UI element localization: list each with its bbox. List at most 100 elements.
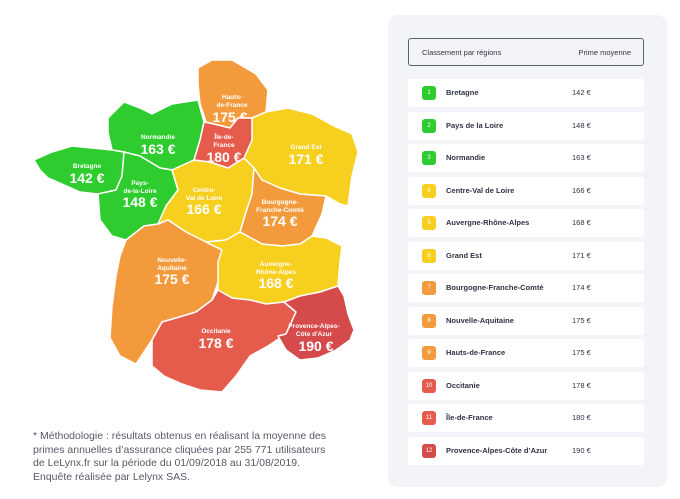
ile-de-france-price: 180 € [206, 149, 241, 165]
pays-de-la-loire-name-1: Pays- [131, 180, 148, 187]
ranking-row[interactable]: 6 Grand Est 171 € [408, 241, 644, 270]
ranking-premium-value: 142 € [572, 88, 591, 97]
ranking-row[interactable]: 1 Bretagne 142 € [408, 79, 644, 107]
ile-de-france-shape [193, 117, 253, 169]
centre-val-de-loire-name-2: Val de Loire [186, 195, 223, 202]
ranking-row[interactable]: 5 Auvergne-Rhône-Alpes 168 € [408, 209, 644, 237]
ranking-row[interactable]: 7 Bourgogne-Franche-Comté 174 € [408, 274, 644, 302]
rank-badge: 3 [422, 151, 436, 165]
region-bourgogne-franche-comte[interactable]: Bourgogne- Franche-Comté 174 € [239, 167, 327, 247]
column-premium-header: Prime moyenne [578, 48, 631, 57]
rank-badge: 11 [422, 411, 436, 425]
ranking-premium-value: 175 € [572, 348, 591, 357]
methodology-line-3: de LeLynx.fr sur la période du 01/09/201… [33, 457, 300, 469]
ranking-premium-value: 166 € [572, 185, 591, 195]
centre-val-de-loire-price: 166 € [186, 201, 221, 217]
nouvelle-aquitaine-name-2: Aquitaine [157, 265, 187, 272]
region-nouvelle-aquitaine[interactable]: Nouvelle- Aquitaine 175 € [109, 219, 223, 365]
ranking-row[interactable]: 10 Occitanie 178 € [408, 371, 644, 400]
france-regions-map: Hauts- de-France 175 € Normandie 163 € G… [33, 59, 359, 393]
ranking-premium-value: 180 € [572, 413, 591, 422]
auvergne-rhone-alpes-name-2: Rhône-Alpes [256, 269, 296, 276]
region-normandie[interactable]: Normandie 163 € [107, 99, 205, 171]
occitanie-name: Occitanie [201, 328, 231, 335]
bretagne-price: 142 € [69, 170, 104, 186]
normandie-name: Normandie [141, 134, 175, 141]
pays-de-la-loire-name-2: de-la-Loire [123, 188, 157, 195]
ranking-premium-value: 148 € [572, 120, 591, 130]
ranking-region-name: Bourgogne-Franche-Comté [446, 283, 544, 292]
nouvelle-aquitaine-name-1: Nouvelle- [157, 257, 186, 264]
auvergne-rhone-alpes-price: 168 € [258, 275, 293, 291]
ranking-region-name: Provence-Alpes-Côte d’Azur [446, 445, 548, 455]
ranking-region-name: Grand Est [446, 250, 482, 260]
centre-val-de-loire-name-1: Centre- [193, 187, 216, 194]
nouvelle-aquitaine-price: 175 € [154, 271, 189, 287]
pays-de-la-loire-price: 148 € [122, 194, 157, 210]
rank-badge: 6 [422, 248, 436, 263]
ranking-premium-value: 190 € [572, 445, 591, 455]
rank-badge: 5 [422, 216, 436, 230]
rank-badge: 10 [422, 378, 436, 393]
rank-badge: 7 [422, 281, 436, 295]
ranking-region-name: Hauts-de-France [446, 348, 506, 357]
rank-badge: 9 [422, 346, 436, 360]
rank-badge: 2 [422, 118, 436, 133]
ranking-premium-value: 171 € [572, 250, 591, 260]
provence-alpes-cote-d-azur-price: 190 € [298, 338, 333, 354]
ranking-region-name: Pays de la Loire [446, 120, 504, 130]
region-provence-alpes-cote-d-azur[interactable]: Provence-Alpes- Côte d'Azur 190 € [277, 285, 355, 361]
ranking-region-name: Normandie [446, 153, 486, 162]
region-occitanie[interactable]: Occitanie 178 € [151, 289, 297, 393]
rank-badge: 8 [422, 313, 436, 328]
provence-alpes-cote-d-azur-shape [277, 285, 355, 361]
ranking-premium-value: 174 € [572, 283, 591, 292]
provence-alpes-cote-d-azur-name-1: Provence-Alpes- [288, 323, 339, 330]
ranking-region-name: Nouvelle-Aquitaine [446, 315, 514, 325]
ranking-row[interactable]: 2 Pays de la Loire 148 € [408, 111, 644, 140]
ranking-row[interactable]: 12 Provence-Alpes-Côte d’Azur 190 € [408, 436, 644, 465]
rank-badge: 4 [422, 183, 436, 198]
rank-badge: 12 [422, 443, 436, 458]
normandie-price: 163 € [140, 141, 175, 157]
ranking-premium-value: 178 € [572, 380, 591, 390]
region-grand-est[interactable]: Grand Est 171 € [243, 107, 359, 207]
ranking-header: Classement par régions Prime moyenne [408, 38, 644, 66]
methodology-note: * Méthodologie : résultats obtenus en ré… [33, 430, 373, 484]
ranking-region-name: Centre-Val de Loire [446, 185, 515, 195]
grand-est-name: Grand Est [290, 144, 322, 151]
ranking-region-name: Occitanie [446, 380, 480, 390]
ranking-premium-value: 175 € [572, 315, 591, 325]
methodology-line-2: primes annuelles d’assurance cliquées pa… [33, 443, 326, 456]
methodology-line-4: Enquête réalisée par Lelynx SAS. [33, 470, 191, 483]
bourgogne-franche-comte-price: 174 € [262, 213, 297, 229]
hauts-de-france-name-2: de-France [216, 102, 247, 109]
hauts-de-france-name-1: Hauts- [222, 94, 242, 101]
bretagne-name: Bretagne [73, 163, 102, 170]
ile-de-france-name-1: Île-de- [213, 132, 233, 141]
ranking-panel: Classement par régions Prime moyenne 1 Br… [388, 15, 667, 487]
ranking-region-name: Bretagne [446, 88, 479, 97]
rank-badge: 1 [422, 86, 436, 100]
ranking-row[interactable]: 11 Île-de-France 180 € [408, 404, 644, 432]
region-ile-de-france[interactable]: Île-de- France 180 € [193, 117, 253, 169]
ranking-premium-value: 163 € [572, 153, 591, 162]
methodology-line-1: * Méthodologie : résultats obtenus en ré… [33, 430, 327, 442]
occitanie-price: 178 € [198, 335, 233, 351]
ranking-region-name: Auvergne-Rhône-Alpes [446, 218, 530, 227]
ranking-premium-value: 168 € [572, 218, 591, 227]
grand-est-price: 171 € [288, 151, 323, 167]
ranking-row[interactable]: 3 Normandie 163 € [408, 144, 644, 172]
ranking-row[interactable]: 8 Nouvelle-Aquitaine 175 € [408, 306, 644, 335]
region-bretagne[interactable]: Bretagne 142 € [33, 145, 125, 195]
ranking-row[interactable]: 4 Centre-Val de Loire 166 € [408, 176, 644, 205]
column-region-header: Classement par régions [422, 48, 502, 57]
bourgogne-franche-comte-name-2: Franche-Comté [256, 207, 304, 214]
region-pays-de-la-loire[interactable]: Pays- de-la-Loire 148 € [97, 151, 179, 241]
provence-alpes-cote-d-azur-name-2: Côte d'Azur [296, 331, 333, 338]
bourgogne-franche-comte-name-1: Bourgogne- [262, 199, 299, 206]
ranking-region-name: Île-de-France [446, 413, 493, 422]
ile-de-france-name-2: France [213, 142, 235, 149]
auvergne-rhone-alpes-name-1: Auvergne- [260, 261, 292, 268]
ranking-row[interactable]: 9 Hauts-de-France 175 € [408, 339, 644, 367]
